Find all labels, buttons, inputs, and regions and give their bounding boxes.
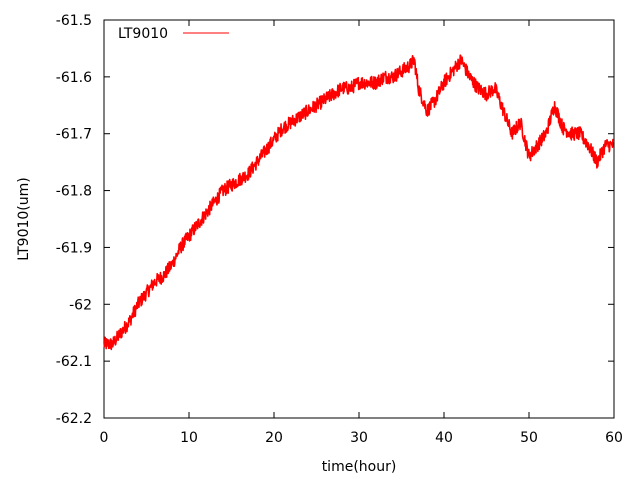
x-tick-label: 0 [100,430,109,446]
y-tick-label: -61.5 [56,13,92,29]
y-tick-label: -62.1 [56,354,92,370]
y-tick-label: -61.9 [56,240,92,256]
y-axis-label: LT9010(um) [16,177,32,261]
x-tick-label: 40 [435,430,453,446]
x-axis-ticks: 0 10 20 30 40 50 60 [100,20,623,446]
x-tick-label: 60 [605,430,623,446]
legend: LT9010 [118,26,229,42]
y-tick-label: -61.8 [56,184,92,200]
x-axis-label: time(hour) [322,459,397,475]
y-tick-label: -61.7 [56,127,92,143]
series-layer [103,54,615,351]
y-tick-label: -62 [69,297,92,313]
y-axis-ticks: -61.5 -61.6 -61.7 -61.8 -61.9 -62 -62.1 -62.2 [56,13,614,427]
x-tick-label: 50 [520,430,538,446]
y-tick-label: -62.2 [56,411,92,427]
plot-area: 0 10 20 30 40 50 60 -61.5-61.6-61.7-61.8-61.9-… [56,13,623,446]
x-tick-label: 20 [265,430,283,446]
legend-label: LT9010 [118,26,168,42]
x-tick-label: 30 [350,430,368,446]
x-tick-label: 10 [180,430,198,446]
series-line [103,54,615,351]
y-tick-label: -61.6 [56,70,92,86]
